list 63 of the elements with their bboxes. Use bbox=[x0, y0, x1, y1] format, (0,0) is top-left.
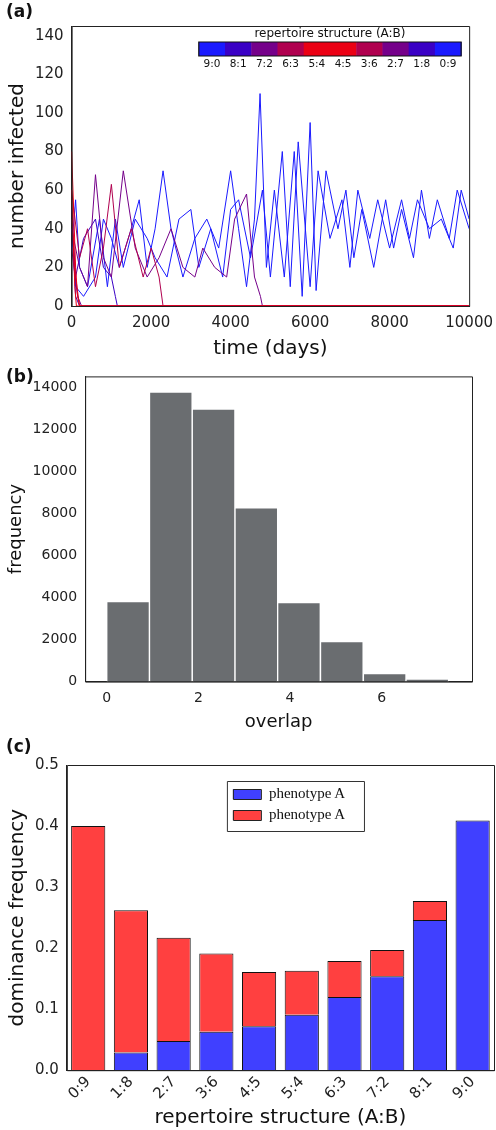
x-axis-title: repertoire structure (A:B) bbox=[154, 1104, 407, 1129]
x-tick-label: 2 bbox=[193, 688, 203, 705]
legend-label: 4:5 bbox=[334, 56, 352, 69]
y-tick-label: 0 bbox=[54, 295, 64, 314]
y-tick-label: 40 bbox=[44, 218, 64, 237]
chart-title: (b) bbox=[6, 365, 34, 386]
x-axis-title: time (days) bbox=[213, 335, 328, 360]
legend-label: 7:2 bbox=[255, 56, 273, 69]
x-tick-label: 0:9 bbox=[63, 1072, 94, 1103]
x-tick-label: 2000 bbox=[132, 312, 171, 331]
y-tick-label: 0.1 bbox=[35, 999, 59, 1018]
x-tick-label: 6 bbox=[377, 688, 387, 705]
y-tick-label: 14000 bbox=[32, 377, 78, 394]
legend-label: 5:4 bbox=[308, 56, 326, 69]
y-tick-label: 60 bbox=[44, 180, 64, 199]
y-tick-label: 120 bbox=[34, 64, 64, 83]
y-tick-label: 0.2 bbox=[35, 938, 59, 957]
y-tick-label: 6000 bbox=[41, 545, 78, 562]
y-axis-title: dominance frequency bbox=[4, 808, 29, 1027]
x-tick-label: 8:1 bbox=[405, 1072, 436, 1103]
chart-title: (c) bbox=[6, 735, 32, 756]
legend-label: 1:8 bbox=[413, 56, 431, 69]
y-tick-label: 140 bbox=[34, 25, 64, 44]
x-tick-label: 7:2 bbox=[363, 1072, 393, 1103]
x-tick-label: 1:8 bbox=[106, 1072, 137, 1103]
x-tick-label: 8000 bbox=[370, 312, 409, 331]
y-tick-label: 10000 bbox=[32, 461, 78, 478]
y-tick-label: 8000 bbox=[41, 503, 78, 520]
y-tick-label: 2000 bbox=[41, 630, 78, 647]
y-axis-title: number infected bbox=[4, 83, 29, 249]
legend-label: 0:9 bbox=[439, 56, 457, 69]
chart-title: (a) bbox=[6, 0, 34, 21]
y-tick-label: 20 bbox=[44, 257, 64, 276]
x-tick-label: 4000 bbox=[211, 312, 250, 331]
x-tick-label: 4:5 bbox=[234, 1072, 265, 1103]
y-tick-label: 4000 bbox=[41, 588, 78, 605]
x-tick-label: 6:3 bbox=[320, 1072, 351, 1103]
x-axis-title: overlap bbox=[244, 709, 313, 731]
x-tick-label: 3:6 bbox=[192, 1072, 222, 1103]
legend-label: 3:6 bbox=[360, 56, 379, 69]
y-tick-label: 0.5 bbox=[35, 754, 59, 773]
y-tick-label: 80 bbox=[44, 141, 64, 160]
x-tick-label: 10000 bbox=[445, 312, 493, 331]
y-tick-label: 0.0 bbox=[35, 1060, 59, 1079]
x-tick-label: 2:7 bbox=[149, 1072, 180, 1103]
x-tick-label: 5:4 bbox=[277, 1072, 308, 1103]
y-tick-label: 0.3 bbox=[35, 876, 59, 895]
y-axis-title: frequency bbox=[4, 483, 26, 575]
x-tick-label: 9:0 bbox=[448, 1072, 479, 1103]
legend-title: repertoire structure (A:B) bbox=[254, 26, 406, 41]
y-tick-label: 0 bbox=[68, 672, 78, 689]
legend-label: 9:0 bbox=[203, 56, 221, 69]
legend-label: phenotype A bbox=[268, 784, 346, 801]
legend-label: 8:1 bbox=[229, 56, 247, 69]
y-tick-label: 12000 bbox=[32, 419, 78, 436]
y-tick-label: 100 bbox=[34, 102, 64, 121]
x-tick-label: 4 bbox=[285, 688, 295, 705]
legend-label: 6:3 bbox=[282, 56, 300, 69]
legend-label: phenotype A bbox=[268, 805, 346, 822]
x-tick-label: 6000 bbox=[291, 312, 330, 331]
y-tick-label: 0.4 bbox=[35, 815, 59, 834]
x-tick-label: 0 bbox=[102, 688, 112, 705]
legend-label: 2:7 bbox=[387, 56, 405, 69]
